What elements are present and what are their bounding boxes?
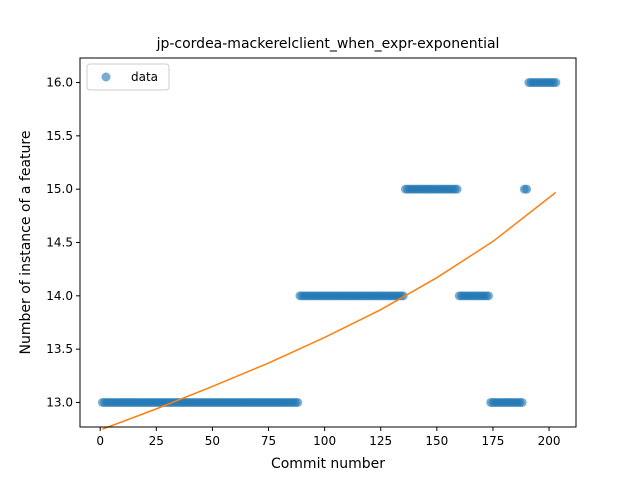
x-axis-label: Commit number (271, 456, 385, 472)
data-point (452, 184, 462, 194)
x-tick-label: 25 (149, 434, 164, 448)
y-tick-label: 14.0 (46, 289, 73, 303)
x-tick-label: 125 (369, 434, 392, 448)
chart-title: jp-cordea-mackerelclient_when_expr-expon… (156, 36, 500, 52)
x-tick-label: 175 (482, 434, 505, 448)
y-tick-label: 15.0 (46, 182, 73, 196)
y-tick-label: 13.5 (46, 342, 73, 356)
y-tick-label: 13.0 (46, 395, 73, 409)
x-tick-label: 75 (261, 434, 276, 448)
axis-ticks: 0 25 50 75 100 125 150 175 200 13.0 13.5 14.0 14.5 15… (46, 76, 560, 448)
data-point (293, 397, 303, 407)
y-tick-label: 16.0 (46, 76, 73, 90)
data-point (517, 397, 527, 407)
plot-area (97, 78, 561, 430)
fit-line (102, 191, 557, 430)
x-tick-label: 0 (96, 434, 104, 448)
x-tick-label: 50 (205, 434, 220, 448)
data-point (483, 291, 493, 301)
y-tick-label: 15.5 (46, 129, 73, 143)
legend-label-data: data (131, 70, 158, 84)
data-point (551, 78, 561, 88)
x-tick-label: 200 (538, 434, 561, 448)
legend-marker-data (101, 72, 111, 82)
y-axis-label: Number of instance of a feature (18, 131, 34, 355)
y-tick-label: 14.5 (46, 236, 73, 250)
data-point (522, 184, 532, 194)
legend: data (86, 63, 170, 91)
legend-box (86, 63, 170, 91)
x-tick-label: 100 (313, 434, 336, 448)
x-tick-label: 150 (425, 434, 448, 448)
